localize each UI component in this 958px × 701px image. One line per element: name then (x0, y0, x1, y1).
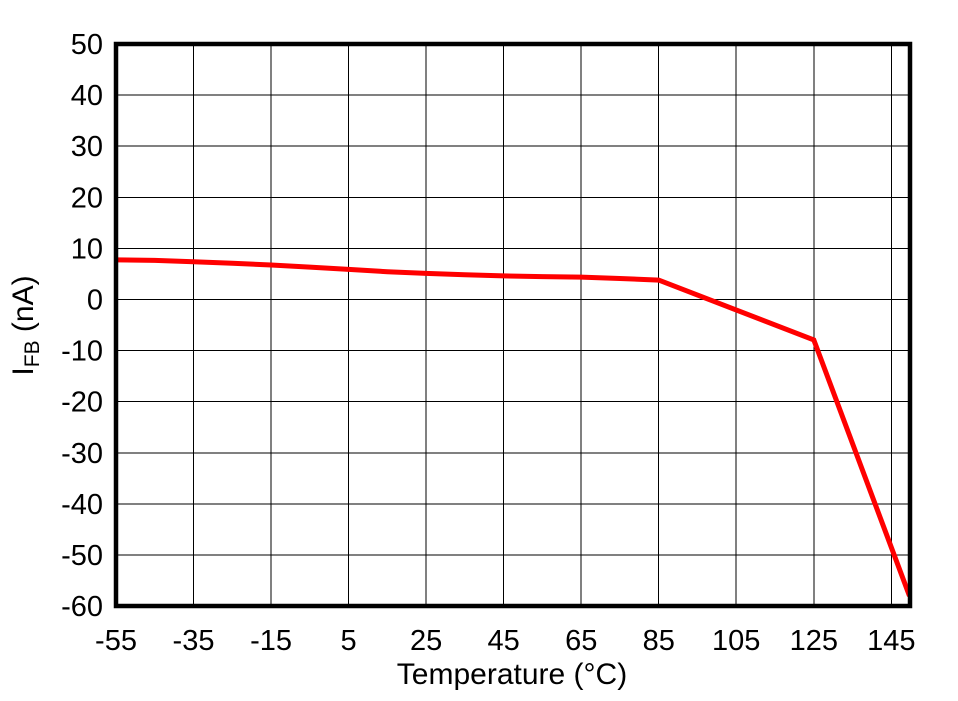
svg-text:-15: -15 (250, 625, 292, 657)
svg-text:Temperature (°C): Temperature (°C) (397, 658, 627, 691)
svg-text:-20: -20 (61, 387, 103, 419)
svg-text:40: 40 (71, 80, 103, 112)
svg-text:50: 50 (71, 29, 103, 61)
svg-text:-40: -40 (61, 489, 103, 521)
svg-text:5: 5 (341, 625, 357, 657)
svg-text:-50: -50 (61, 540, 103, 572)
svg-text:145: 145 (867, 625, 915, 657)
svg-text:125: 125 (790, 625, 838, 657)
svg-text:20: 20 (71, 182, 103, 214)
svg-text:-10: -10 (61, 336, 103, 368)
svg-text:25: 25 (410, 625, 442, 657)
svg-text:0: 0 (87, 285, 103, 317)
svg-text:85: 85 (643, 625, 675, 657)
svg-text:-35: -35 (173, 625, 215, 657)
svg-text:45: 45 (487, 625, 519, 657)
svg-text:IFB (nA): IFB (nA) (7, 275, 44, 375)
svg-text:-60: -60 (61, 591, 103, 623)
svg-text:65: 65 (565, 625, 597, 657)
svg-text:-30: -30 (61, 438, 103, 470)
svg-text:10: 10 (71, 233, 103, 265)
svg-text:30: 30 (71, 131, 103, 163)
svg-text:-55: -55 (95, 625, 137, 657)
svg-text:105: 105 (712, 625, 760, 657)
